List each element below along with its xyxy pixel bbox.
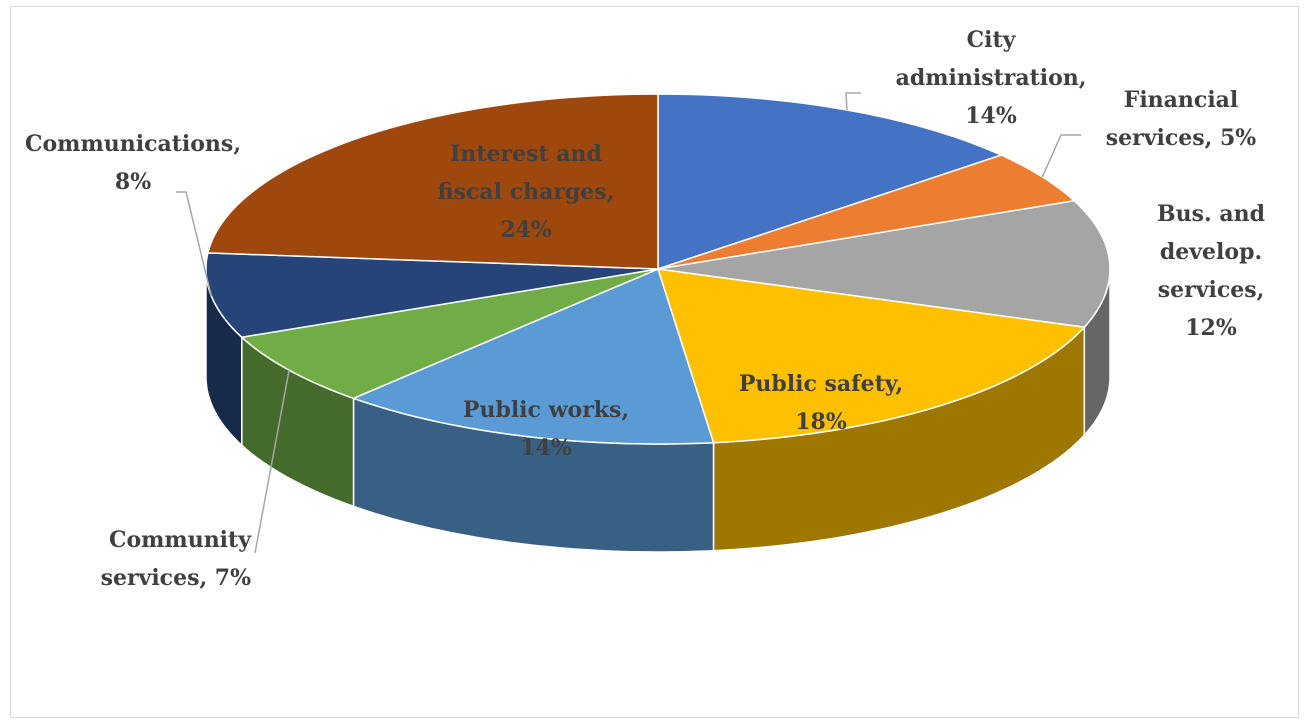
chart-frame: City administration, 14% Financial servi…: [10, 6, 1299, 718]
data-label-public-safety: Public safety, 18%: [738, 371, 904, 435]
data-label-interest-fiscal-charges: Interest and fiscal charges, 24%: [437, 141, 615, 243]
leader-line-community-services: [254, 369, 290, 554]
pie-slice-interest-and-fiscal-charges: [206, 93, 659, 270]
data-label-bus-develop-services: Bus. and develop. services, 12%: [1157, 201, 1265, 341]
leader-line-financial-services: [1041, 134, 1081, 178]
pie-slice-public-works: [351, 267, 715, 445]
data-label-city-administration: City administration, 14%: [895, 27, 1087, 129]
data-label-financial-services: Financial services, 5%: [1105, 87, 1257, 151]
leader-line-city-administration: [845, 92, 861, 111]
pie-chart: [176, 92, 1111, 554]
pie-slice-bus-and-develop-services: [657, 200, 1111, 328]
pie-slice-public-safety: [656, 268, 1086, 444]
leader-line-communications: [176, 191, 213, 296]
data-label-public-works: Public works, 14%: [462, 397, 630, 461]
data-label-communications: Communications, 8%: [25, 131, 241, 195]
data-label-community-services: Community services, 7%: [100, 527, 251, 591]
